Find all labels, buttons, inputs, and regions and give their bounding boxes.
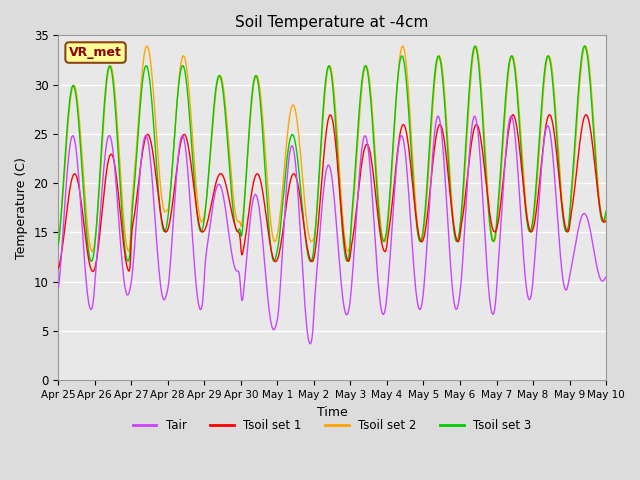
Y-axis label: Temperature (C): Temperature (C)	[15, 157, 28, 259]
Text: VR_met: VR_met	[69, 46, 122, 59]
X-axis label: Time: Time	[317, 406, 348, 419]
Legend: Tair, Tsoil set 1, Tsoil set 2, Tsoil set 3: Tair, Tsoil set 1, Tsoil set 2, Tsoil se…	[128, 414, 536, 437]
Title: Soil Temperature at -4cm: Soil Temperature at -4cm	[236, 15, 429, 30]
